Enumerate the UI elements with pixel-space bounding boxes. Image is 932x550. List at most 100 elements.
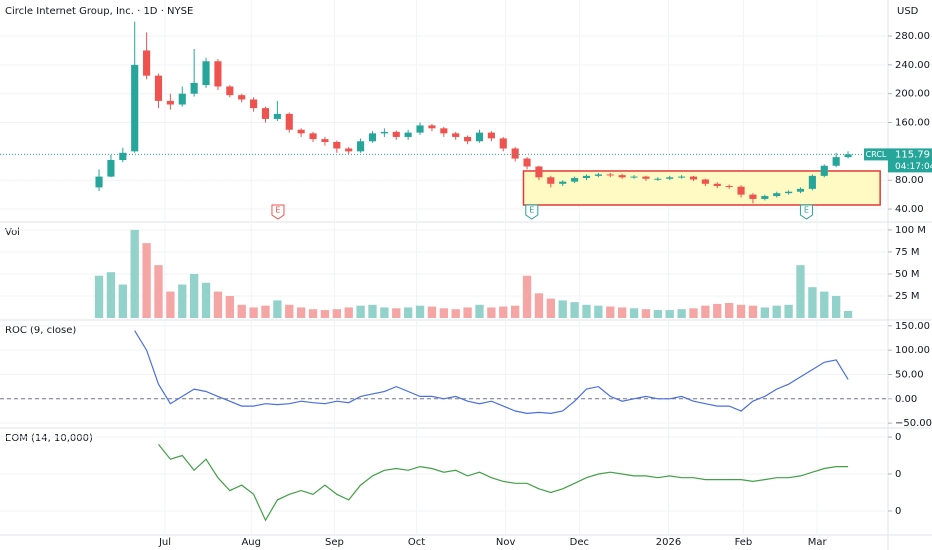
volume-bar — [606, 306, 615, 318]
candle-body — [297, 129, 305, 134]
candle-body — [844, 154, 852, 158]
candle-body — [309, 133, 317, 140]
volume-bar — [106, 272, 116, 318]
volume-bar — [403, 307, 413, 318]
volume-bar — [130, 229, 139, 318]
chart-title: Circle Internet Group, Inc. · 1D · NYSE — [5, 6, 193, 17]
volume-bar — [392, 308, 401, 318]
volume-bar — [689, 308, 698, 318]
volume-bar — [380, 307, 389, 318]
volume-bar — [118, 284, 127, 318]
candle-body — [666, 177, 674, 179]
volume-bar — [570, 302, 579, 318]
volume-bar — [166, 291, 175, 318]
y-tick-label: 0 — [895, 432, 901, 443]
pane-title: Vol — [5, 227, 20, 238]
event-marker — [799, 204, 813, 220]
candle-body — [499, 138, 507, 149]
event-marker — [525, 204, 539, 220]
event-label: E — [804, 206, 809, 215]
volume-bar — [832, 295, 841, 318]
candle-body — [487, 132, 495, 139]
candle-body — [582, 175, 591, 179]
volume-bar — [677, 309, 686, 318]
x-tick-label: Nov — [496, 537, 516, 548]
volume-bar — [249, 307, 258, 318]
x-tick-label: Feb — [735, 537, 753, 548]
annotation-box — [522, 170, 881, 206]
volume-bar — [499, 306, 508, 318]
volume-bar — [475, 304, 484, 318]
volume-bar — [463, 307, 472, 318]
candle-body — [285, 113, 293, 130]
volume-bar — [701, 305, 710, 318]
volume-bar — [201, 282, 211, 318]
pane-title: ROC (9, close) — [5, 325, 76, 336]
candle-body — [380, 131, 388, 134]
volume-bar — [415, 305, 425, 318]
volume-bar — [665, 310, 674, 318]
candle-body — [547, 177, 555, 184]
y-tick-label: 0.00 — [895, 394, 917, 405]
candle-body — [820, 165, 828, 176]
candle-body — [511, 148, 519, 159]
volume-bar — [225, 295, 234, 318]
volume-bar — [713, 303, 722, 318]
volume-bar — [534, 293, 544, 318]
y-tick-label: −50.00 — [895, 418, 932, 429]
price-badge — [888, 148, 932, 173]
candle-body — [618, 175, 626, 178]
candle-body — [321, 139, 329, 142]
y-tick-label: 50 M — [895, 269, 920, 280]
y-tick-label: 100.00 — [895, 345, 930, 356]
candle-body — [154, 75, 163, 101]
candle-body — [143, 50, 151, 76]
candle-body — [725, 185, 733, 187]
candle-body — [166, 100, 174, 105]
candle-body — [523, 158, 531, 167]
candle-body — [761, 196, 769, 199]
volume-bar — [582, 304, 591, 318]
y-tick-label: 160.00 — [895, 118, 930, 129]
pane-title: EOM (14, 10,000) — [5, 433, 93, 444]
candle-body — [202, 61, 210, 86]
candle-body — [178, 93, 186, 105]
candle-body — [392, 131, 400, 137]
candle-body — [678, 176, 686, 178]
candle-body — [689, 176, 698, 180]
volume-bar — [558, 300, 567, 318]
volume-bar — [843, 310, 853, 318]
candle-body — [594, 174, 602, 176]
candle-body — [119, 152, 127, 161]
x-tick-label: Jul — [158, 537, 171, 548]
y-tick-label: 50.00 — [895, 369, 924, 380]
candle-body — [737, 186, 745, 195]
candle-body — [214, 61, 222, 87]
volume-bar — [308, 309, 318, 318]
volume-bar — [332, 309, 341, 318]
volume-bar — [487, 307, 496, 318]
last-price-label: 115.79 — [895, 149, 930, 160]
candle-body — [654, 178, 662, 180]
event-label: E — [529, 206, 534, 215]
candle-body — [713, 183, 721, 186]
volume-bar — [784, 304, 793, 318]
symbol-badge — [864, 148, 888, 161]
candle-body — [440, 128, 448, 134]
candle-body — [796, 188, 805, 192]
volume-bar — [510, 305, 520, 318]
volume-bar — [237, 304, 246, 318]
candle-body — [773, 193, 781, 197]
y-tick-label: 200.00 — [895, 89, 930, 100]
volume-bar — [189, 273, 199, 318]
currency: USD — [897, 6, 919, 17]
volume-bar — [142, 243, 151, 318]
candle-body — [464, 136, 472, 142]
y-tick-label: 40.00 — [895, 204, 924, 215]
volume-bar — [617, 307, 627, 318]
candle-body — [571, 178, 579, 182]
candle-body — [250, 99, 258, 109]
candle-body — [630, 176, 638, 178]
y-tick-label: 0 — [895, 506, 901, 517]
candle-body — [785, 191, 793, 194]
